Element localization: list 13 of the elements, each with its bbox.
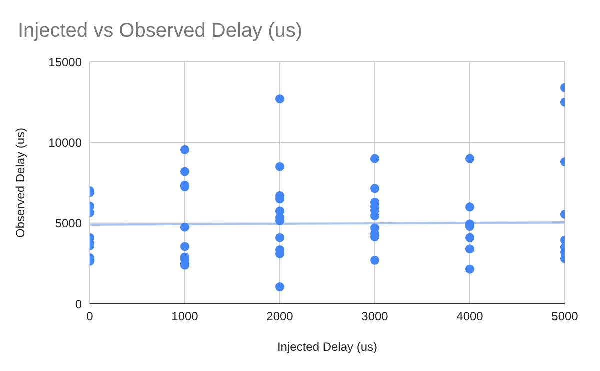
y-tick-label: 15000 — [48, 55, 82, 70]
x-tick-label: 4000 — [456, 310, 484, 324]
x-tick-label: 0 — [86, 310, 94, 324]
y-tick-label: 10000 — [48, 136, 82, 150]
x-tick-label: 1000 — [172, 310, 199, 324]
x-tick-label: 5000 — [552, 310, 579, 324]
y-axis-title: Observed Delay (us) — [13, 128, 28, 238]
y-tick-label: 5000 — [55, 216, 82, 231]
x-axis-title: Injected Delay (us) — [277, 340, 378, 354]
x-tick-label: 2000 — [266, 310, 294, 324]
y-tick-label: 0 — [75, 297, 82, 312]
chart-title: Injected vs Observed Delay (us) — [18, 20, 303, 43]
x-tick-label: 3000 — [362, 310, 389, 324]
